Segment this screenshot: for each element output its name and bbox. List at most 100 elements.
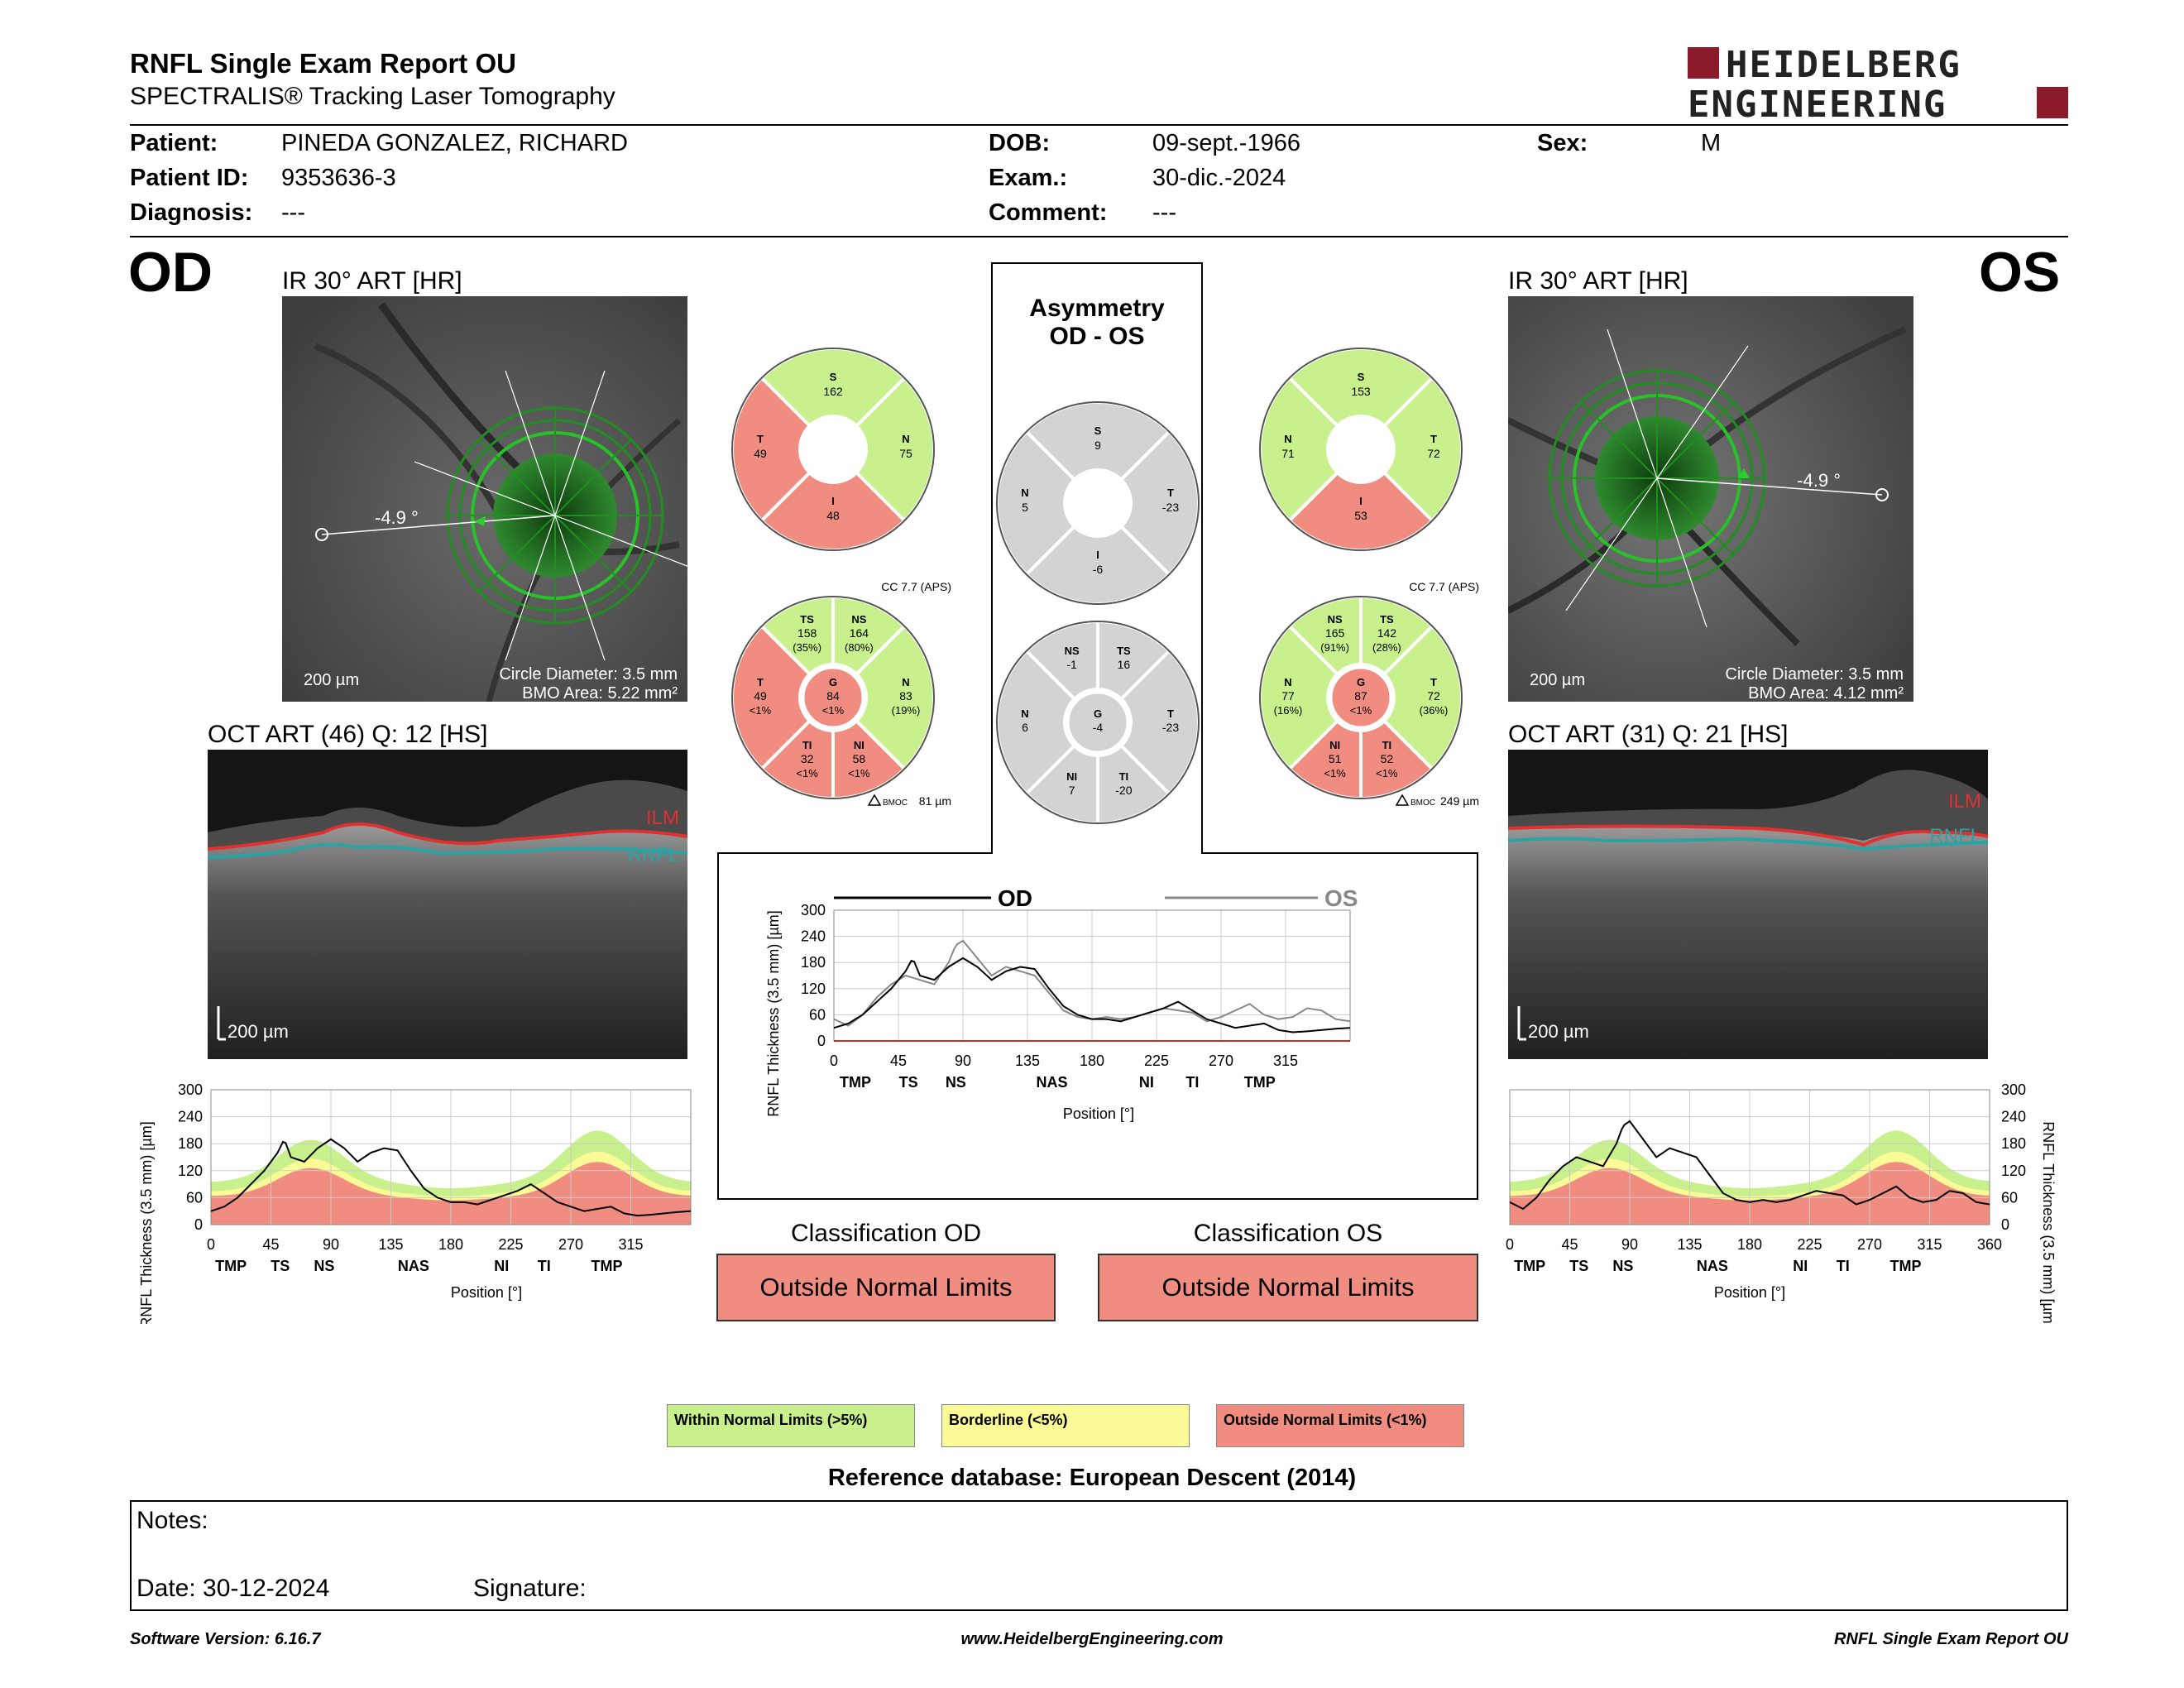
comment-value: ---	[1152, 199, 1176, 226]
od-xtick: 315	[618, 1236, 643, 1253]
os-ytick: 120	[2001, 1163, 2026, 1179]
center-xtick: 135	[1015, 1053, 1040, 1069]
footer-report: RNFL Single Exam Report OU	[1833, 1630, 2068, 1648]
sex-label: Sex:	[1537, 130, 1588, 156]
asymmetry-subtitle: OD - OS	[1049, 323, 1144, 350]
od-value-ts: 158	[797, 626, 817, 640]
legend-within: Within Normal Limits (>5%)	[667, 1404, 915, 1447]
od-delta-icon	[867, 794, 882, 806]
center-ytick: 240	[801, 928, 826, 945]
asym-letter-t: T	[1167, 487, 1174, 499]
os-region: NS	[1612, 1258, 1633, 1274]
legend-borderline: Borderline (<5%)	[941, 1404, 1190, 1447]
center-chart-ylabel: RNFL Thickness (3.5 mm) [µm]	[765, 910, 782, 1116]
od-chart-xlabel: Position [°]	[451, 1284, 522, 1301]
center-thickness-chart: OD OS RNFL Thickness (3.5 mm) [µm] 300 24…	[765, 885, 1358, 1122]
center-region: TS	[899, 1074, 918, 1091]
classification-od-title: Classification OD	[790, 1220, 982, 1247]
os-value-ts: 142	[1377, 626, 1397, 640]
os-ytick: 240	[2001, 1109, 2026, 1125]
os-angle: -4.9 °	[1797, 470, 1841, 491]
os-pct-ti: <1%	[1376, 767, 1398, 779]
os-xtick: 225	[1797, 1236, 1822, 1253]
asym-letter-n: N	[1021, 707, 1028, 720]
od-letter-i: I	[831, 495, 835, 507]
notes-signature: Signature:	[473, 1575, 587, 1602]
od-letter-n: N	[902, 676, 909, 688]
center-region: TMP	[1244, 1074, 1276, 1091]
os-ilm-label: ILM	[1948, 790, 1981, 813]
os-value-ti: 52	[1381, 752, 1394, 765]
center-ytick: 0	[817, 1033, 826, 1049]
od-pct-t: <1%	[750, 704, 772, 717]
center-xtick: 45	[890, 1053, 907, 1069]
os-xtick: 180	[1737, 1236, 1762, 1253]
asym-letter-i: I	[1096, 549, 1099, 561]
os-bmoc-value: 249 µm	[1440, 794, 1479, 808]
header-divider	[130, 124, 2068, 126]
od-pct-ts: (35%)	[793, 641, 821, 654]
asym-value-g: -4	[1093, 721, 1104, 734]
os-fundus-image: -4.9 ° 200 µm Circle Diameter: 3.5 mm BM…	[1508, 296, 1913, 702]
od-value-n: 83	[899, 689, 912, 703]
od-thickness-chart: RNFL Thickness (3.5 mm) [µm] 300 240 180 12…	[138, 1081, 692, 1324]
center-region: NS	[946, 1074, 966, 1091]
os-value-t: 72	[1427, 689, 1440, 703]
patient-id: 9353636-3	[281, 165, 396, 191]
asym-letter-g: G	[1094, 707, 1102, 720]
asym-letter-ti: TI	[1119, 770, 1129, 783]
od-xtick: 135	[378, 1236, 403, 1253]
center-panel: Asymmetry OD - OS	[717, 262, 1478, 1200]
os-pct-t: (36%)	[1420, 704, 1449, 717]
os-bmoc-label: BMOC	[1410, 798, 1435, 808]
os-value-ni: 51	[1329, 752, 1342, 765]
od-letter-s: S	[830, 371, 837, 383]
os-xtick: 90	[1621, 1236, 1638, 1253]
os-letter-s: S	[1358, 371, 1365, 383]
os-ytick: 0	[2001, 1216, 2009, 1233]
od-region: NS	[314, 1258, 334, 1274]
center-xtick: 225	[1144, 1053, 1169, 1069]
os-letter-ni: NI	[1329, 739, 1340, 751]
od-letter-ts: TS	[800, 613, 814, 626]
comment-label: Comment:	[989, 199, 1108, 226]
notes-box: Notes: Date: 30-12-2024 Signature:	[130, 1500, 2068, 1611]
od-pct-ti: <1%	[796, 767, 818, 779]
od-letter-n: N	[902, 433, 909, 445]
od-chart-ylabel: RNFL Thickness (3.5 mm) [µm]	[138, 1121, 155, 1324]
os-delta-icon	[1395, 794, 1410, 806]
logo-line1: HEIDELBERG	[1726, 46, 1961, 86]
os-value-n: 71	[1281, 447, 1295, 460]
od-letter-t: T	[757, 433, 764, 445]
os-region: NI	[1793, 1258, 1808, 1274]
heidelberg-logo: HEIDELBERG ENGINEERING	[1688, 46, 2068, 120]
os-letter-ts: TS	[1380, 613, 1394, 626]
od-xtick: 0	[207, 1236, 215, 1253]
os-value-g: 87	[1354, 689, 1367, 703]
od-angle: -4.9 °	[375, 507, 419, 528]
os-bmoc: BMOC 249 µm	[1395, 794, 1479, 808]
od-oct-scan: ILM RNFL 200 µm	[208, 750, 687, 1059]
asym-value-ni: 7	[1069, 784, 1075, 797]
od-ytick: 180	[178, 1135, 203, 1152]
sector-pies: S162I48N75T49S153I53T72N71S9I-6T-23N5N83…	[730, 347, 1479, 826]
reference-database: Reference database: European Descent (20…	[827, 1465, 1357, 1491]
os-series-line	[1509, 1120, 1990, 1211]
asym-value-t: -23	[1162, 721, 1179, 734]
os-pct-ni: <1%	[1324, 767, 1346, 779]
center-legend-os: OS	[1324, 885, 1358, 911]
os-value-s: 153	[1351, 385, 1371, 398]
od-value-ti: 32	[801, 752, 814, 765]
asym-value-s: 9	[1094, 439, 1101, 452]
patient-id-label: Patient ID:	[130, 165, 249, 191]
od-bmoc-label: BMOC	[883, 798, 908, 808]
os-eye-label: OS	[1979, 241, 2061, 304]
asym-value-t: -23	[1162, 501, 1179, 514]
center-ytick: 120	[801, 981, 826, 997]
exam-label: Exam.:	[989, 165, 1068, 191]
os-thickness-chart: RNFL Thickness (3.5 mm) [µm] 300 240 180 12…	[1506, 1081, 2057, 1324]
os-ir-caption: IR 30° ART [HR]	[1508, 267, 1688, 295]
dob-label: DOB:	[989, 130, 1051, 156]
od-xtick: 225	[498, 1236, 523, 1253]
